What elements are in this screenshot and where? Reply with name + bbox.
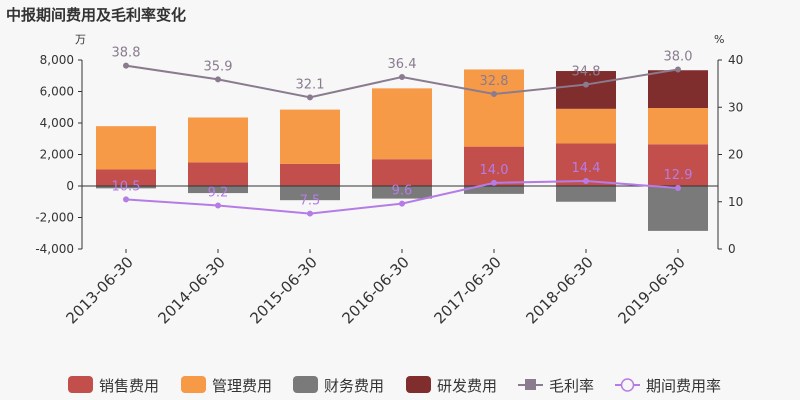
left-tick-label: -2,000 bbox=[35, 211, 74, 225]
data-label-毛利率-2015-06-30: 32.1 bbox=[296, 77, 325, 92]
data-label-期间费用率-2014-06-30: 9.2 bbox=[208, 186, 229, 201]
bar-segment-管理费用-2013-06-30 bbox=[96, 126, 156, 170]
data-label-期间费用率-2016-06-30: 9.6 bbox=[392, 184, 413, 199]
point-毛利率-2017-06-30 bbox=[491, 91, 497, 98]
x-tick-label: 2014-06-30 bbox=[154, 253, 228, 327]
bar-segment-管理费用-2016-06-30 bbox=[372, 88, 432, 160]
bar-segment-管理费用-2017-06-30 bbox=[464, 69, 524, 147]
bar-segment-销售费用-2016-06-30 bbox=[372, 159, 432, 186]
right-tick-label: 40 bbox=[728, 53, 743, 67]
data-label-毛利率-2013-06-30: 38.8 bbox=[112, 46, 141, 61]
legend-label-期间费用率: 期间费用率 bbox=[646, 377, 721, 395]
x-tick-label: 2017-06-30 bbox=[430, 253, 504, 327]
left-tick-label: 0 bbox=[66, 179, 74, 193]
data-label-毛利率-2018-06-30: 34.8 bbox=[572, 65, 601, 80]
x-tick-label: 2015-06-30 bbox=[246, 253, 320, 327]
legend-swatch-研发费用 bbox=[406, 376, 431, 393]
right-tick-label: 0 bbox=[728, 242, 736, 256]
legend-label-研发费用: 研发费用 bbox=[437, 377, 497, 395]
left-tick-label: 2,000 bbox=[40, 148, 74, 162]
point-毛利率-2015-06-30 bbox=[307, 94, 313, 101]
x-tick-label: 2019-06-30 bbox=[614, 253, 688, 327]
right-axis-unit: % bbox=[714, 33, 724, 46]
data-label-毛利率-2016-06-30: 36.4 bbox=[388, 57, 417, 72]
bar-segment-财务费用-2016-06-30 bbox=[372, 186, 432, 199]
left-tick-label: 8,000 bbox=[40, 53, 74, 67]
point-期间费用率-2014-06-30 bbox=[215, 202, 221, 209]
legend-marker-期间费用率 bbox=[620, 378, 635, 392]
left-tick-label: 4,000 bbox=[40, 116, 74, 130]
legend-label-毛利率: 毛利率 bbox=[549, 377, 594, 395]
right-tick-label: 30 bbox=[728, 100, 743, 114]
bar-segment-管理费用-2019-06-30 bbox=[648, 108, 708, 145]
data-label-期间费用率-2013-06-30: 10.5 bbox=[112, 179, 141, 194]
data-label-毛利率-2017-06-30: 32.8 bbox=[480, 74, 509, 89]
data-label-期间费用率-2018-06-30: 14.4 bbox=[572, 161, 601, 176]
bar-segment-销售费用-2013-06-30 bbox=[96, 169, 156, 186]
x-tick-label: 2018-06-30 bbox=[522, 253, 596, 327]
data-label-期间费用率-2019-06-30: 12.9 bbox=[664, 168, 693, 183]
legend-swatch-财务费用 bbox=[293, 376, 318, 393]
bar-segment-研发费用-2019-06-30 bbox=[648, 70, 708, 109]
point-毛利率-2019-06-30 bbox=[675, 66, 681, 73]
point-毛利率-2016-06-30 bbox=[399, 74, 405, 81]
data-label-毛利率-2019-06-30: 38.0 bbox=[664, 49, 693, 64]
data-label-期间费用率-2015-06-30: 7.5 bbox=[300, 194, 321, 209]
bar-segment-销售费用-2019-06-30 bbox=[648, 144, 708, 186]
bar-segment-财务费用-2018-06-30 bbox=[556, 186, 616, 202]
point-期间费用率-2018-06-30 bbox=[583, 177, 589, 184]
bar-segment-财务费用-2014-06-30 bbox=[188, 186, 248, 194]
bar-segment-管理费用-2018-06-30 bbox=[556, 108, 616, 144]
bar-segment-财务费用-2015-06-30 bbox=[280, 186, 340, 201]
point-毛利率-2014-06-30 bbox=[215, 76, 221, 83]
legend-marker-毛利率 bbox=[525, 379, 536, 390]
bar-segment-财务费用-2013-06-30 bbox=[96, 186, 156, 189]
point-毛利率-2013-06-30 bbox=[123, 62, 129, 69]
legend-swatch-管理费用 bbox=[181, 376, 206, 393]
bar-segment-管理费用-2015-06-30 bbox=[280, 109, 340, 164]
legend-label-财务费用: 财务费用 bbox=[324, 377, 384, 395]
right-tick-label: 20 bbox=[728, 148, 743, 162]
x-tick-label: 2013-06-30 bbox=[62, 253, 136, 327]
point-期间费用率-2017-06-30 bbox=[491, 179, 497, 186]
left-tick-label: -4,000 bbox=[35, 242, 74, 256]
bar-segment-财务费用-2017-06-30 bbox=[464, 186, 524, 194]
legend: 销售费用 管理费用 财务费用 研发费用 毛利率 期间费用率 bbox=[68, 376, 721, 395]
legend-swatch-销售费用 bbox=[68, 376, 93, 393]
point-毛利率-2018-06-30 bbox=[583, 81, 589, 88]
left-tick-label: 6,000 bbox=[40, 85, 74, 99]
bar-segment-研发费用-2018-06-30 bbox=[556, 71, 616, 109]
bar-segment-管理费用-2014-06-30 bbox=[188, 117, 248, 163]
data-label-layer: 38.8 35.9 32.1 36.4 32.8 34.8 38.0 10.5 9.2 7.5 9.… bbox=[112, 46, 693, 209]
data-label-毛利率-2014-06-30: 35.9 bbox=[204, 59, 233, 74]
bar-segment-销售费用-2015-06-30 bbox=[280, 163, 340, 186]
point-期间费用率-2019-06-30 bbox=[675, 185, 681, 192]
point-期间费用率-2013-06-30 bbox=[123, 196, 129, 203]
bar-segment-销售费用-2017-06-30 bbox=[464, 146, 524, 186]
bar-layer bbox=[96, 69, 708, 231]
bar-segment-销售费用-2014-06-30 bbox=[188, 162, 248, 186]
chart-title: 中报期间费用及毛利率变化 bbox=[6, 6, 186, 24]
point-期间费用率-2015-06-30 bbox=[307, 210, 313, 217]
left-axis-unit: 万 bbox=[75, 33, 86, 46]
legend-label-管理费用: 管理费用 bbox=[212, 377, 272, 395]
line-layer bbox=[123, 62, 681, 217]
data-label-期间费用率-2017-06-30: 14.0 bbox=[480, 163, 509, 178]
x-tick-label: 2016-06-30 bbox=[338, 253, 412, 327]
legend-label-销售费用: 销售费用 bbox=[99, 377, 159, 395]
bar-segment-财务费用-2019-06-30 bbox=[648, 186, 708, 231]
point-期间费用率-2016-06-30 bbox=[399, 200, 405, 207]
right-tick-label: 10 bbox=[728, 195, 743, 209]
